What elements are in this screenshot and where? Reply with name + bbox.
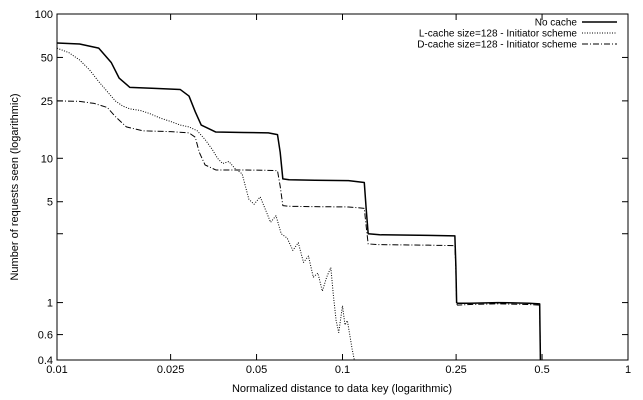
y-tick-label: 10 [41,153,53,165]
y-tick-label: 5 [47,197,53,209]
x-axis-label: Normalized distance to data key (logarit… [232,383,452,395]
series-line-1 [56,42,542,361]
series-layer [56,42,542,361]
series-line-2 [56,47,355,361]
x-tick-label: 0.025 [157,364,185,376]
x-tick-label: 1 [625,364,631,376]
y-axis-label: Number of requests seen (logarithmic) [9,93,21,280]
y-axis-ticks: 0.4 0.6 1 5 10 25 50 100 [35,9,628,367]
y-tick-label: 100 [35,9,53,21]
x-tick-label: 0.1 [335,364,350,376]
legend-label: No cache [535,18,578,29]
x-tick-label: 0.5 [534,364,549,376]
series-line-3 [56,100,541,361]
x-tick-label: 0.05 [246,364,267,376]
y-tick-label: 50 [41,52,53,64]
y-tick-label: 0.4 [38,355,53,367]
x-tick-label: 0.25 [445,364,466,376]
x-tick-label: 0.01 [46,364,67,376]
legend-label: L-cache size=128 - Initiator scheme [419,29,578,40]
y-tick-label: 1 [47,298,53,310]
y-tick-label: 25 [41,96,53,108]
y-tick-label: 0.6 [38,330,53,342]
x-axis-ticks: 0.01 0.025 0.05 0.1 0.25 0.5 1 [46,14,631,376]
legend-label: D-cache size=128 - Initiator scheme [417,40,577,51]
